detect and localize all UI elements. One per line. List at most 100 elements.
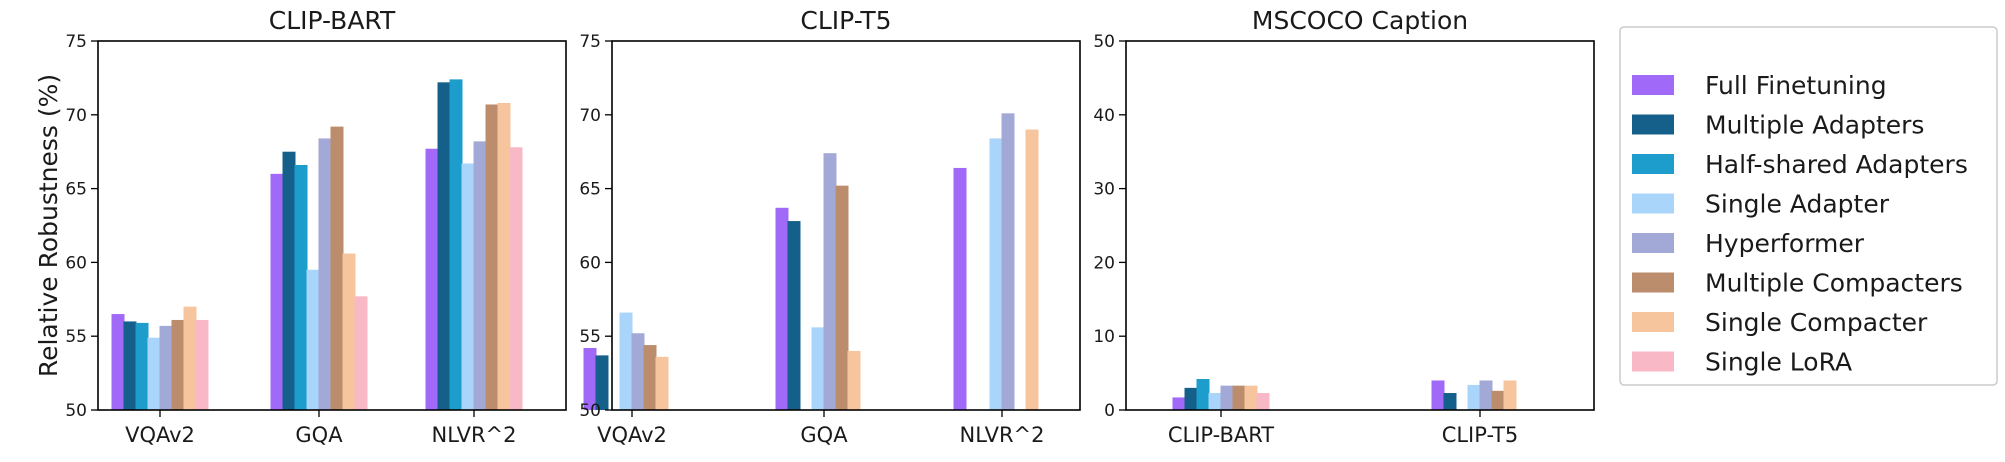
x-tick-label-clip-bart-vqav2: VQAv2 [125,423,195,447]
x-tick-label-mscoco-caption-clip-t5: CLIP-T5 [1442,423,1519,447]
bar-mscoco-caption-clip-bart-multiple-compacters [1232,385,1246,410]
bar-clip-bart-vqav2-multiple-adapters [123,321,137,410]
bar-clip-bart-vqav2-half-shared-adapters [135,322,149,410]
y-tick-label-clip-t5-75: 75 [579,32,601,52]
panel-title-clip-bart: CLIP-BART [269,6,396,35]
y-tick-label-mscoco-caption-50: 50 [1093,32,1115,52]
bar-mscoco-caption-clip-t5-multiple-compacters [1491,390,1505,410]
x-tick-label-mscoco-caption-clip-bart: CLIP-BART [1168,423,1274,447]
x-tick-label-clip-bart-nlvr-2: NLVR^2 [431,423,516,447]
y-tick-label-mscoco-caption-30: 30 [1093,180,1115,200]
bar-mscoco-caption-clip-bart-multiple-adapters [1184,387,1198,410]
bar-mscoco-caption-clip-t5-multiple-adapters [1443,393,1457,410]
bar-clip-bart-gqa-single-compacter [342,253,356,410]
bar-clip-t5-gqa-single-adapter [811,327,825,410]
bar-clip-bart-gqa-hyperformer [318,138,332,411]
bar-clip-bart-gqa-single-lora [354,296,368,410]
bar-clip-t5-nlvr-2-single-compacter [1025,129,1039,410]
bar-mscoco-caption-clip-t5-full-finetuning [1431,380,1445,410]
bar-clip-t5-vqav2-full-finetuning [583,348,597,410]
legend-swatch-multiple-compacters [1632,272,1674,293]
bar-clip-t5-gqa-hyperformer [823,153,837,410]
plot-frame-clip-t5 [611,40,1081,411]
y-tick-label-clip-t5-70: 70 [579,106,601,126]
legend-label-single-lora: Single LoRA [1705,348,1852,377]
bar-mscoco-caption-clip-bart-single-compacter [1244,385,1258,410]
bar-clip-bart-vqav2-single-lora [195,319,209,410]
bar-clip-t5-nlvr-2-hyperformer [1001,113,1015,410]
bar-mscoco-caption-clip-bart-single-lora [1256,393,1270,410]
y-tick-label-clip-t5-55: 55 [579,327,601,347]
x-tick-label-clip-t5-gqa: GQA [800,423,848,447]
bar-clip-bart-gqa-full-finetuning [270,173,284,410]
bar-clip-bart-vqav2-hyperformer [159,325,173,410]
y-tick-label-clip-bart-65: 65 [65,180,87,200]
bar-mscoco-caption-clip-bart-single-adapter [1208,393,1222,410]
bar-clip-t5-vqav2-single-compacter [655,356,669,410]
bar-clip-bart-nlvr-2-multiple-adapters [437,82,451,410]
y-tick-label-mscoco-caption-20: 20 [1093,253,1115,273]
legend-label-half-shared-adapters: Half-shared Adapters [1705,150,1968,179]
bar-clip-bart-vqav2-multiple-compacters [171,319,185,410]
panel-title-mscoco-caption: MSCOCO Caption [1252,6,1468,35]
bar-clip-t5-gqa-full-finetuning [775,207,789,410]
y-axis-title-clip-bart: Relative Robustness (%) [34,74,63,377]
legend-label-multiple-adapters: Multiple Adapters [1705,111,1924,140]
y-tick-label-clip-bart-50: 50 [65,401,87,421]
x-tick-label-clip-t5-vqav2: VQAv2 [597,423,667,447]
bar-clip-bart-vqav2-full-finetuning [111,314,125,410]
bar-clip-bart-nlvr-2-hyperformer [473,141,487,410]
y-tick-label-clip-bart-70: 70 [65,106,87,126]
bar-clip-bart-nlvr-2-multiple-compacters [485,104,499,410]
legend-swatch-hyperformer [1632,233,1674,253]
x-tick-label-clip-t5-nlvr-2: NLVR^2 [959,423,1044,447]
bar-clip-bart-nlvr-2-half-shared-adapters [449,79,463,410]
bar-clip-bart-gqa-single-adapter [306,269,320,410]
legend-swatch-single-lora [1632,351,1674,372]
legend-swatch-full-finetuning [1632,75,1674,95]
bar-clip-t5-gqa-multiple-compacters [835,185,849,410]
legend-label-full-finetuning: Full Finetuning [1705,71,1887,100]
y-tick-label-clip-bart-75: 75 [65,32,87,52]
legend-label-hyperformer: Hyperformer [1705,229,1865,258]
legend-box [1619,26,1998,386]
bar-mscoco-caption-clip-bart-half-shared-adapters [1196,379,1210,410]
bar-mscoco-caption-clip-t5-single-adapter [1467,384,1481,410]
bar-clip-t5-vqav2-hyperformer [631,333,645,410]
bar-clip-bart-nlvr-2-full-finetuning [425,148,439,410]
legend-swatch-single-compacter [1632,312,1674,332]
y-tick-label-mscoco-caption-40: 40 [1093,106,1115,126]
bar-clip-bart-vqav2-single-compacter [183,306,197,410]
bar-clip-t5-gqa-single-compacter [847,350,861,410]
bar-clip-bart-nlvr-2-single-compacter [497,102,511,411]
bar-mscoco-caption-clip-t5-hyperformer [1479,380,1493,410]
panel-title-clip-t5: CLIP-T5 [800,6,891,35]
bar-mscoco-caption-clip-bart-hyperformer [1220,385,1234,410]
bar-clip-bart-vqav2-single-adapter [147,337,161,410]
y-tick-label-clip-bart-55: 55 [65,327,87,347]
bar-mscoco-caption-clip-t5-single-compacter [1503,380,1517,410]
bar-clip-t5-nlvr-2-single-adapter [989,138,1003,411]
y-tick-label-clip-t5-60: 60 [579,253,601,273]
bar-clip-bart-nlvr-2-single-lora [509,147,523,410]
legend-swatch-single-adapter [1632,193,1674,214]
y-tick-label-clip-t5-50: 50 [579,401,601,421]
bar-clip-t5-gqa-multiple-adapters [787,221,801,410]
bar-clip-t5-vqav2-multiple-compacters [643,345,657,410]
plot-frame-clip-bart [97,40,567,411]
y-tick-label-clip-bart-60: 60 [65,253,87,273]
legend-label-single-compacter: Single Compacter [1705,308,1928,337]
x-tick-label-clip-bart-gqa: GQA [295,423,343,447]
bar-clip-bart-nlvr-2-single-adapter [461,163,475,410]
bar-clip-bart-gqa-multiple-compacters [330,126,344,411]
plot-frame-mscoco-caption [1125,40,1595,411]
legend-swatch-multiple-adapters [1632,114,1674,135]
bar-clip-t5-nlvr-2-full-finetuning [953,167,967,410]
y-tick-label-clip-t5-65: 65 [579,180,601,200]
legend-label-multiple-compacters: Multiple Compacters [1705,269,1963,298]
bar-clip-t5-vqav2-single-adapter [619,312,633,410]
bar-clip-bart-gqa-multiple-adapters [282,151,296,410]
bar-clip-bart-gqa-half-shared-adapters [294,164,308,410]
